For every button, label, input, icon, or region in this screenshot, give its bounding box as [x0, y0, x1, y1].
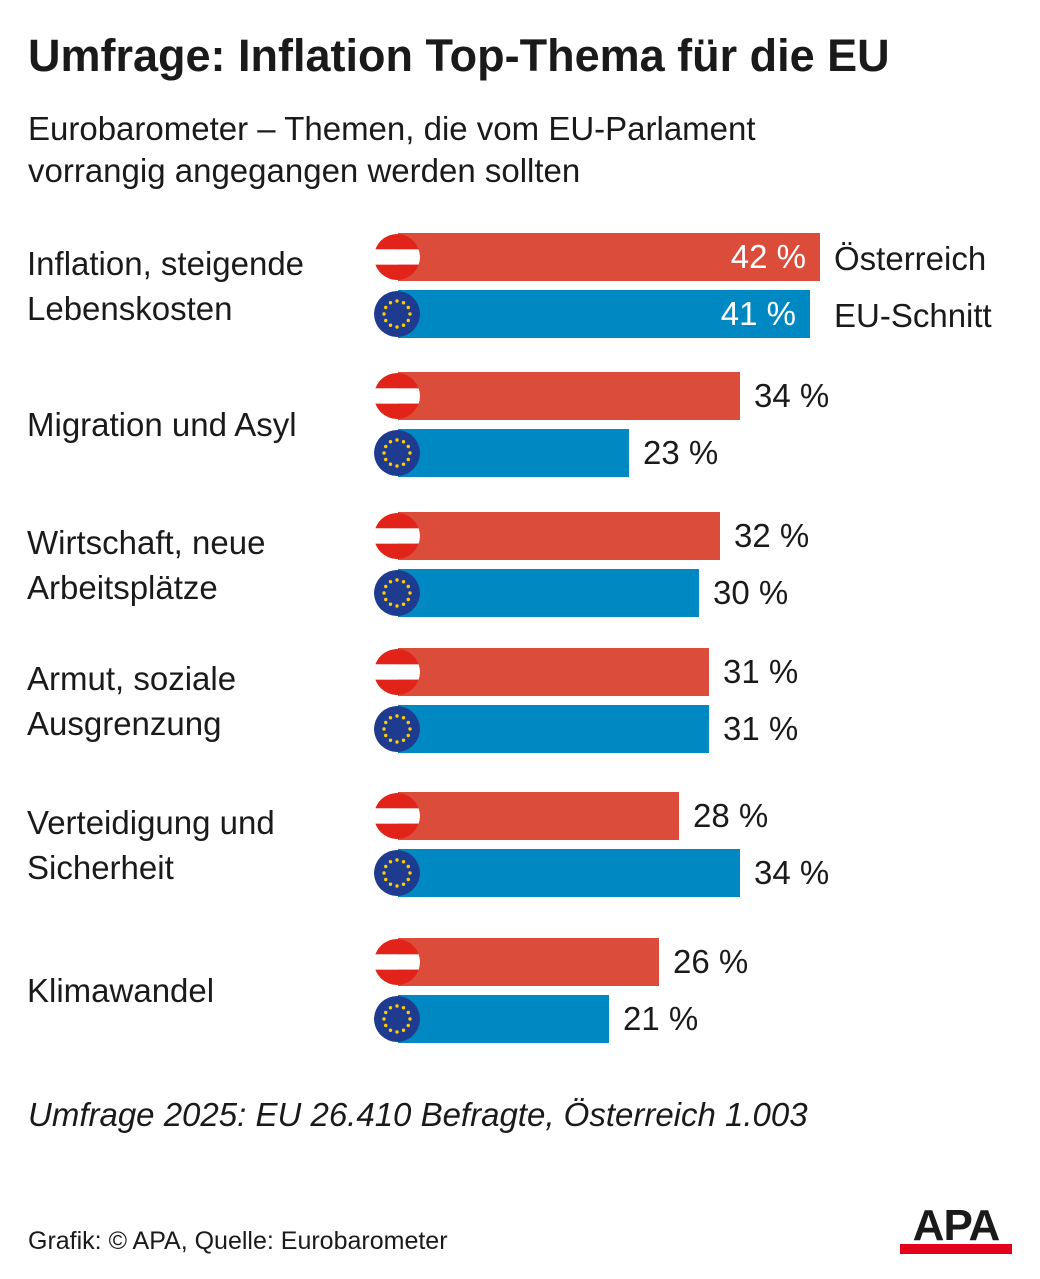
data-label: 34 %	[754, 377, 830, 414]
category-label: Migration und Asyl	[27, 402, 297, 447]
bar-austria	[398, 512, 720, 560]
data-label: 34 %	[754, 854, 830, 891]
category-label-line: Inflation, steigende	[27, 245, 305, 282]
eu-flag-icon	[374, 570, 420, 616]
data-label: 32 %	[734, 517, 810, 554]
legend-austria: Österreich	[834, 240, 987, 277]
data-label: 41 %	[720, 295, 796, 332]
category-label-line: Klimawandel	[27, 972, 215, 1009]
eu-flag-icon	[374, 996, 420, 1042]
bar-eu	[398, 429, 629, 477]
data-label: 31 %	[723, 653, 799, 690]
austria-flag-icon	[374, 234, 420, 280]
category-label: Verteidigung und Sicherheit	[27, 800, 275, 890]
legend-eu: EU-Schnitt	[834, 297, 992, 334]
eu-flag-icon	[374, 291, 420, 337]
eu-flag-icon	[374, 430, 420, 476]
category-label-line: Lebenskosten	[27, 290, 233, 327]
bar-austria	[398, 648, 709, 696]
austria-flag-icon	[374, 649, 420, 695]
survey-note: Umfrage 2025: EU 26.410 Befragte, Österr…	[28, 1096, 808, 1133]
chart-title: Umfrage: Inflation Top-Thema für die EU	[28, 30, 890, 81]
data-label: 30 %	[713, 574, 789, 611]
bar-austria	[398, 233, 820, 281]
data-label: 23 %	[643, 434, 719, 471]
bar-eu	[398, 849, 740, 897]
bar-eu	[398, 995, 609, 1043]
data-label: 26 %	[673, 943, 749, 980]
category-label-line: Armut, soziale	[27, 660, 237, 697]
bar-eu	[398, 290, 810, 338]
category-label: Inflation, steigende Lebenskosten	[27, 241, 304, 331]
category-label-line: Ausgrenzung	[27, 705, 222, 742]
subtitle-line: Eurobarometer – Themen, die vom EU-Parla…	[28, 110, 756, 147]
austria-flag-icon	[374, 373, 420, 419]
category-label-line: Verteidigung und	[27, 804, 275, 841]
bar-austria	[398, 792, 679, 840]
data-label: 31 %	[723, 710, 799, 747]
category-label-line: Arbeitsplätze	[27, 569, 218, 606]
category-label: Armut, soziale Ausgrenzung	[27, 656, 236, 746]
logo-text: APA	[912, 1201, 1001, 1250]
data-label: 21 %	[623, 1000, 699, 1037]
category-label-line: Wirtschaft, neue	[27, 524, 266, 561]
data-label: 28 %	[693, 797, 769, 834]
subtitle-line: vorrangig angegangen werden sollten	[28, 152, 581, 189]
bar-austria	[398, 372, 740, 420]
austria-flag-icon	[374, 513, 420, 559]
category-label: Klimawandel	[27, 968, 214, 1013]
bar-austria	[398, 938, 659, 986]
austria-flag-icon	[374, 939, 420, 985]
eu-flag-icon	[374, 706, 420, 752]
eu-flag-icon	[374, 850, 420, 896]
bar-eu	[398, 569, 699, 617]
apa-logo-icon: APA	[900, 1202, 1012, 1254]
bar-eu	[398, 705, 709, 753]
category-label-line: Migration und Asyl	[27, 406, 297, 443]
data-label: 42 %	[730, 238, 806, 275]
source-credit: Grafik: © APA, Quelle: Eurobarometer	[28, 1227, 448, 1255]
category-label-line: Sicherheit	[27, 849, 174, 886]
category-label: Wirtschaft, neue Arbeitsplätze	[27, 520, 265, 610]
austria-flag-icon	[374, 793, 420, 839]
chart-subtitle: Eurobarometer – Themen, die vom EU-Parla…	[28, 108, 756, 192]
logo-underline	[900, 1244, 1012, 1254]
